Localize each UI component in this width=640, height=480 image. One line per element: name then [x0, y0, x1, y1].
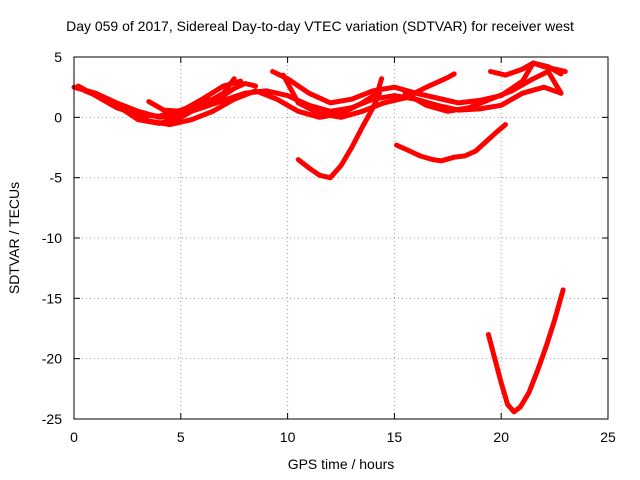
series-line-arc-4 [92, 76, 237, 126]
y-tick-label: 0 [54, 109, 62, 125]
series-line-arc-6 [270, 60, 568, 106]
x-tick-label: 0 [70, 429, 78, 445]
chart-title: Day 059 of 2017, Sidereal Day-to-day VTE… [66, 18, 574, 34]
series-line-arc-9 [488, 60, 564, 78]
x-axis-label: GPS time / hours [287, 456, 395, 472]
y-tick-label: -5 [50, 170, 63, 186]
y-tick-label: -25 [42, 411, 62, 427]
tick-labels: 0 5 10 15 20 25 5 0 -5 -10 -15 -20 -25 [42, 49, 616, 445]
x-tick-label: 25 [600, 429, 616, 445]
series-line-arc-8 [402, 69, 564, 114]
series-line-arc-12 [485, 287, 566, 415]
series-line-arc-11 [394, 122, 508, 164]
axis-ticks [73, 56, 609, 420]
data-series [71, 60, 568, 415]
x-tick-label: 10 [280, 429, 296, 445]
series-line-arc-10 [295, 90, 382, 181]
y-tick-label: -20 [42, 351, 62, 367]
y-tick-label: 5 [54, 49, 62, 65]
x-tick-label: 15 [387, 429, 403, 445]
y-tick-label: -15 [42, 290, 62, 306]
y-tick-label: -10 [42, 230, 62, 246]
series-line-arc-5 [146, 78, 244, 114]
series-line-arc-3 [82, 76, 385, 128]
x-tick-label: 5 [177, 429, 185, 445]
x-tick-label: 20 [493, 429, 509, 445]
